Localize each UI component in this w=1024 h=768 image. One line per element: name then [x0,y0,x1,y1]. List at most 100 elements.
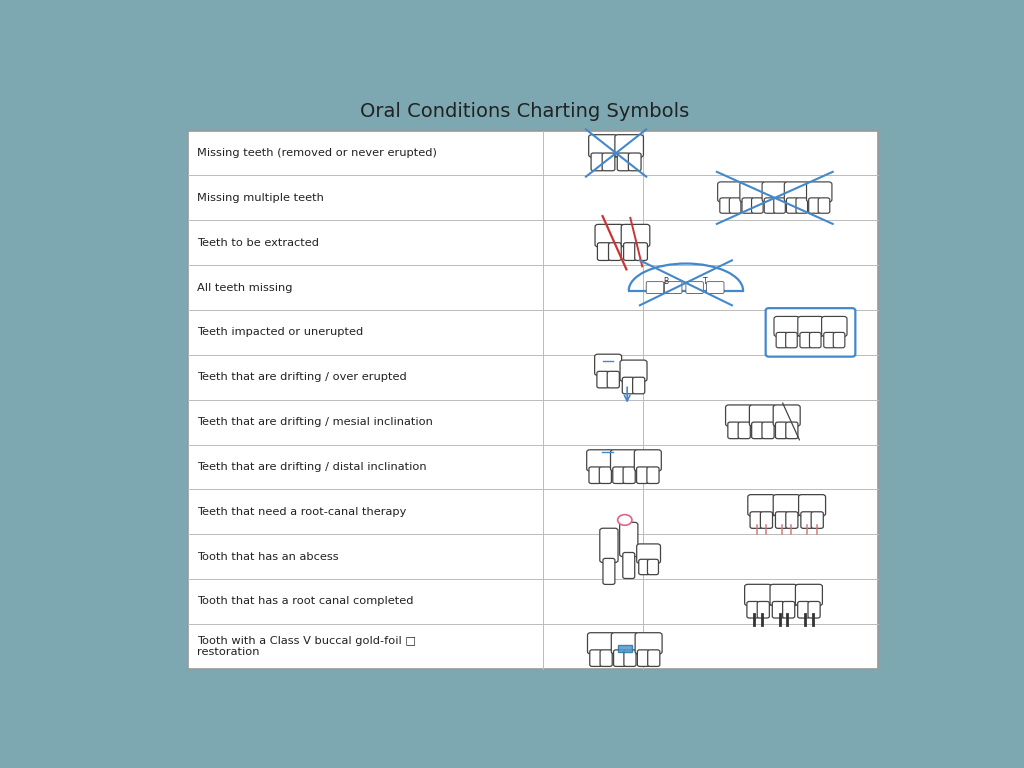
FancyBboxPatch shape [617,153,630,170]
FancyBboxPatch shape [647,559,658,574]
FancyBboxPatch shape [800,333,811,348]
FancyBboxPatch shape [187,131,878,669]
FancyBboxPatch shape [738,422,751,439]
FancyBboxPatch shape [608,243,622,260]
FancyBboxPatch shape [726,405,753,426]
FancyBboxPatch shape [633,377,645,394]
FancyBboxPatch shape [720,198,731,214]
FancyBboxPatch shape [707,282,724,293]
FancyBboxPatch shape [752,198,763,214]
FancyBboxPatch shape [764,198,776,214]
FancyBboxPatch shape [746,601,759,618]
FancyBboxPatch shape [629,153,641,170]
Text: Tooth that has a root canal completed: Tooth that has a root canal completed [197,597,414,607]
Text: Teeth impacted or unerupted: Teeth impacted or unerupted [197,327,364,337]
Text: T: T [703,277,708,286]
FancyBboxPatch shape [798,316,823,336]
Circle shape [617,515,632,525]
FancyBboxPatch shape [774,198,785,214]
FancyBboxPatch shape [752,422,764,439]
FancyBboxPatch shape [766,308,855,356]
FancyBboxPatch shape [761,511,772,528]
FancyBboxPatch shape [748,495,775,516]
FancyBboxPatch shape [782,601,795,618]
FancyBboxPatch shape [635,633,663,654]
FancyBboxPatch shape [808,601,820,618]
FancyBboxPatch shape [786,198,798,214]
FancyBboxPatch shape [595,224,624,247]
FancyBboxPatch shape [785,333,798,348]
FancyBboxPatch shape [799,495,825,516]
FancyBboxPatch shape [718,182,743,202]
Text: Teeth that are drifting / distal inclination: Teeth that are drifting / distal inclina… [197,462,427,472]
FancyBboxPatch shape [599,467,611,484]
FancyBboxPatch shape [785,422,798,439]
FancyBboxPatch shape [624,243,636,260]
FancyBboxPatch shape [620,522,638,557]
Text: All teeth missing: All teeth missing [197,283,293,293]
FancyBboxPatch shape [648,650,659,667]
Text: Teeth that need a root-canal therapy: Teeth that need a root-canal therapy [197,507,407,517]
FancyBboxPatch shape [772,601,784,618]
Bar [617,645,632,652]
FancyBboxPatch shape [588,633,614,654]
FancyBboxPatch shape [773,405,800,426]
FancyBboxPatch shape [750,405,776,426]
FancyBboxPatch shape [834,333,845,348]
FancyBboxPatch shape [612,467,625,484]
FancyBboxPatch shape [623,377,635,394]
FancyBboxPatch shape [589,467,601,484]
FancyBboxPatch shape [595,354,622,376]
FancyBboxPatch shape [801,511,813,528]
FancyBboxPatch shape [639,559,650,574]
FancyBboxPatch shape [798,601,810,618]
FancyBboxPatch shape [750,511,762,528]
FancyBboxPatch shape [809,198,820,214]
FancyBboxPatch shape [637,467,649,484]
FancyBboxPatch shape [610,450,638,471]
FancyBboxPatch shape [811,511,823,528]
FancyBboxPatch shape [796,584,822,606]
Text: Teeth that are drifting / over erupted: Teeth that are drifting / over erupted [197,372,407,382]
FancyBboxPatch shape [762,422,774,439]
FancyBboxPatch shape [634,450,662,471]
FancyBboxPatch shape [757,601,769,618]
Text: Missing teeth (removed or never erupted): Missing teeth (removed or never erupted) [197,148,437,158]
FancyBboxPatch shape [613,650,626,667]
FancyBboxPatch shape [597,243,610,260]
FancyBboxPatch shape [773,495,800,516]
FancyBboxPatch shape [607,372,620,388]
FancyBboxPatch shape [807,182,831,202]
FancyBboxPatch shape [622,224,650,247]
FancyBboxPatch shape [665,282,682,293]
FancyBboxPatch shape [646,282,664,293]
FancyBboxPatch shape [600,528,618,562]
FancyBboxPatch shape [810,333,821,348]
FancyBboxPatch shape [740,182,765,202]
Text: Teeth to be extracted: Teeth to be extracted [197,238,319,248]
FancyBboxPatch shape [597,372,609,388]
FancyBboxPatch shape [785,511,798,528]
Text: Teeth that are drifting / mesial inclination: Teeth that are drifting / mesial inclina… [197,417,433,427]
FancyBboxPatch shape [635,243,647,260]
FancyBboxPatch shape [614,134,643,157]
FancyBboxPatch shape [623,552,635,578]
FancyBboxPatch shape [742,198,754,214]
FancyBboxPatch shape [775,511,787,528]
FancyBboxPatch shape [637,650,649,667]
FancyBboxPatch shape [623,467,635,484]
FancyBboxPatch shape [686,282,703,293]
FancyBboxPatch shape [620,360,647,382]
FancyBboxPatch shape [774,316,800,336]
Text: B: B [664,277,669,286]
FancyBboxPatch shape [637,544,660,564]
FancyBboxPatch shape [818,198,829,214]
FancyBboxPatch shape [602,153,614,170]
FancyBboxPatch shape [796,198,808,214]
Text: Missing multiple teeth: Missing multiple teeth [197,193,324,203]
Text: Oral Conditions Charting Symbols: Oral Conditions Charting Symbols [360,101,689,121]
FancyBboxPatch shape [603,558,614,584]
FancyBboxPatch shape [776,333,787,348]
Text: Tooth that has an abcess: Tooth that has an abcess [197,551,339,561]
FancyBboxPatch shape [784,182,810,202]
